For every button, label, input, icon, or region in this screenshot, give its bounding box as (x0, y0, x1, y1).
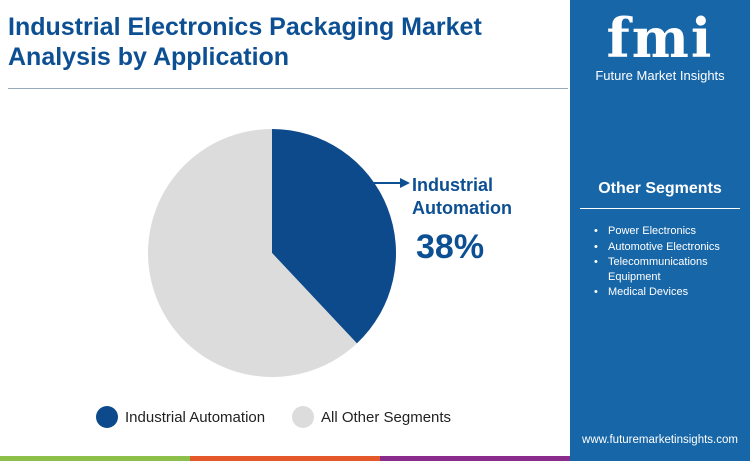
pie-slice-all-other-segments (147, 128, 357, 377)
side-panel: fmi Future Market Insights Other Segment… (570, 0, 750, 461)
segment-item: Power Electronics (594, 224, 744, 239)
callout-label: Industrial Automation (412, 175, 512, 218)
segment-item: Medical Devices (594, 285, 744, 300)
fmi-logo: fmi Future Market Insights (570, 8, 750, 83)
footer-bar-orange (190, 456, 380, 461)
legend-swatch (292, 406, 314, 428)
logo-mark: fmi (606, 6, 714, 70)
segments-divider (580, 208, 740, 209)
page-title: Industrial Electronics Packaging Market … (8, 13, 482, 71)
footer-bar-purple (380, 456, 570, 461)
legend-label: All Other Segments (321, 408, 452, 426)
legend-label: Industrial Automation (125, 408, 266, 426)
pie-slice-industrial-automation (272, 129, 396, 344)
segment-item: Automotive Electronics (594, 240, 744, 255)
segment-item: Telecommunications Equipment (594, 255, 744, 284)
callout-value: 38% (416, 228, 485, 266)
logo-name: Future Market Insights (595, 68, 725, 83)
legend-swatch (96, 406, 118, 428)
website-link[interactable]: www.futuremarketinsights.com (582, 434, 738, 446)
other-segments-list: Power Electronics Automotive Electronics… (594, 224, 744, 301)
title-divider (8, 88, 568, 89)
legend-item-industrial-automation: Industrial Automation (96, 406, 265, 428)
other-segments-title: Other Segments (598, 180, 722, 197)
footer-bar-green (0, 456, 190, 461)
legend-item-other-segments: All Other Segments (292, 406, 451, 428)
callout-arrow-icon (372, 178, 410, 188)
pie-chart (147, 128, 396, 377)
